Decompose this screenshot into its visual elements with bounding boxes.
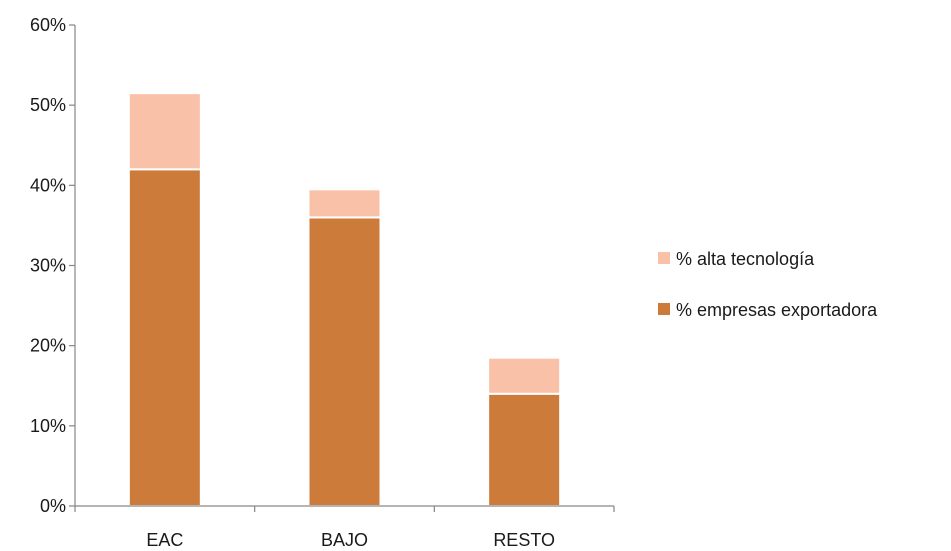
bar-segment-bajo-series-1 — [307, 188, 382, 219]
legend-label: % empresas exportadora — [676, 300, 878, 320]
bar-segment-eac-series-1 — [127, 92, 202, 171]
y-tick-label: 60% — [30, 15, 66, 35]
x-tick-label: BAJO — [321, 530, 368, 550]
y-tick-label: 20% — [30, 336, 66, 356]
y-ticks-group: 0% 10% 20% 30% 40% 50% 60% — [30, 15, 75, 516]
bar-segment-resto-series-0 — [487, 392, 562, 507]
bars-group — [127, 92, 562, 508]
y-tick-label: 0% — [40, 496, 66, 516]
legend: % alta tecnología % empresas exportadora — [658, 249, 878, 320]
x-tick-label: RESTO — [493, 530, 555, 550]
y-tick-label: 30% — [30, 256, 66, 276]
x-tick-label: EAC — [146, 530, 183, 550]
bar-segment-resto-series-1 — [487, 356, 562, 395]
y-tick-label: 40% — [30, 175, 66, 195]
bar-segment-eac-series-0 — [127, 168, 202, 508]
bar-segment-bajo-series-0 — [307, 216, 382, 507]
legend-swatch — [658, 252, 670, 264]
y-tick-label: 50% — [30, 95, 66, 115]
x-ticks-group: EAC BAJO RESTO — [74, 506, 615, 550]
legend-swatch — [658, 303, 670, 315]
legend-label: % alta tecnología — [676, 249, 815, 269]
y-tick-label: 10% — [30, 416, 66, 436]
